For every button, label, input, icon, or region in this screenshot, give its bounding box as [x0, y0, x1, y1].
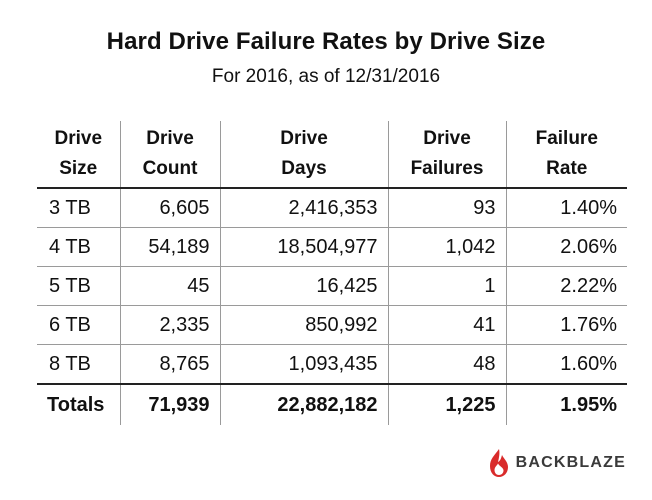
header-drive-days: Drive Days — [219, 121, 388, 189]
failure-rate-cell: 1.40% — [505, 188, 627, 228]
drive-failures-cell: 1 — [387, 266, 506, 306]
failure-rate-cell: 1.60% — [505, 344, 627, 385]
total-drive-days: 22,882,182 — [219, 384, 388, 425]
header-line: Drive — [146, 128, 194, 149]
totals-row: Totals 71,939 22,882,182 1,225 1.95% — [37, 384, 627, 425]
header-drive-count: Drive Count — [119, 121, 220, 189]
drive-count-cell: 8,765 — [119, 344, 220, 385]
table-row: 3 TB 6,605 2,416,353 93 1.40% — [37, 188, 627, 228]
table-row: 4 TB 54,189 18,504,977 1,042 2.06% — [37, 227, 627, 267]
header-drive-failures: Drive Failures — [387, 121, 506, 189]
drive-size-cell: 6 TB — [37, 305, 120, 345]
drive-days-cell: 16,425 — [219, 266, 388, 306]
failure-rate-cell: 1.76% — [505, 305, 627, 345]
chart-title: Hard Drive Failure Rates by Drive Size — [106, 28, 546, 55]
drive-count-cell: 54,189 — [119, 227, 220, 267]
header-line: Drive — [54, 128, 103, 149]
header-line: Failure — [535, 128, 598, 149]
header-line: Failures — [410, 158, 484, 179]
header-line: Days — [281, 158, 327, 179]
table-row: 8 TB 8,765 1,093,435 48 1.60% — [37, 344, 627, 385]
drive-failures-cell: 41 — [387, 305, 506, 345]
header-line: Rate — [546, 158, 588, 179]
drive-size-cell: 5 TB — [37, 266, 120, 306]
flame-icon — [489, 449, 508, 477]
brand-name: BACKBLAZE — [515, 454, 626, 471]
drive-failures-cell: 93 — [387, 188, 506, 228]
total-drive-failures: 1,225 — [387, 384, 506, 425]
drive-size-cell: 8 TB — [37, 344, 120, 385]
drive-count-cell: 6,605 — [119, 188, 220, 228]
table-row: 6 TB 2,335 850,992 41 1.76% — [37, 305, 627, 345]
drive-days-cell: 850,992 — [219, 305, 388, 345]
header-line: Drive — [280, 128, 328, 149]
header-row: Drive Size Drive Count Drive Days Drive … — [37, 121, 627, 189]
header-failure-rate: Failure Rate — [505, 121, 627, 189]
drive-failures-cell: 1,042 — [387, 227, 506, 267]
total-drive-count: 71,939 — [119, 384, 220, 425]
drive-days-cell: 2,416,353 — [219, 188, 388, 228]
failure-rate-cell: 2.22% — [505, 266, 627, 306]
header-line: Count — [142, 158, 198, 179]
drive-count-cell: 45 — [119, 266, 220, 306]
failure-rate-cell: 2.06% — [505, 227, 627, 267]
table-row: 5 TB 45 16,425 1 2.22% — [37, 266, 627, 306]
drive-failures-cell: 48 — [387, 344, 506, 385]
total-failure-rate: 1.95% — [505, 384, 627, 425]
drive-size-cell: 3 TB — [37, 188, 120, 228]
drive-size-cell: 4 TB — [37, 227, 120, 267]
failure-rate-table: Drive Size Drive Count Drive Days Drive … — [37, 121, 627, 425]
drive-count-cell: 2,335 — [119, 305, 220, 345]
drive-days-cell: 18,504,977 — [219, 227, 388, 267]
totals-label: Totals — [47, 393, 105, 416]
drive-days-cell: 1,093,435 — [219, 344, 388, 385]
chart-subtitle: For 2016, as of 12/31/2016 — [211, 66, 441, 87]
header-drive-size: Drive Size — [37, 121, 120, 189]
backblaze-logo: BACKBLAZE — [488, 448, 626, 478]
header-line: Size — [59, 158, 98, 179]
header-line: Drive — [423, 128, 471, 149]
